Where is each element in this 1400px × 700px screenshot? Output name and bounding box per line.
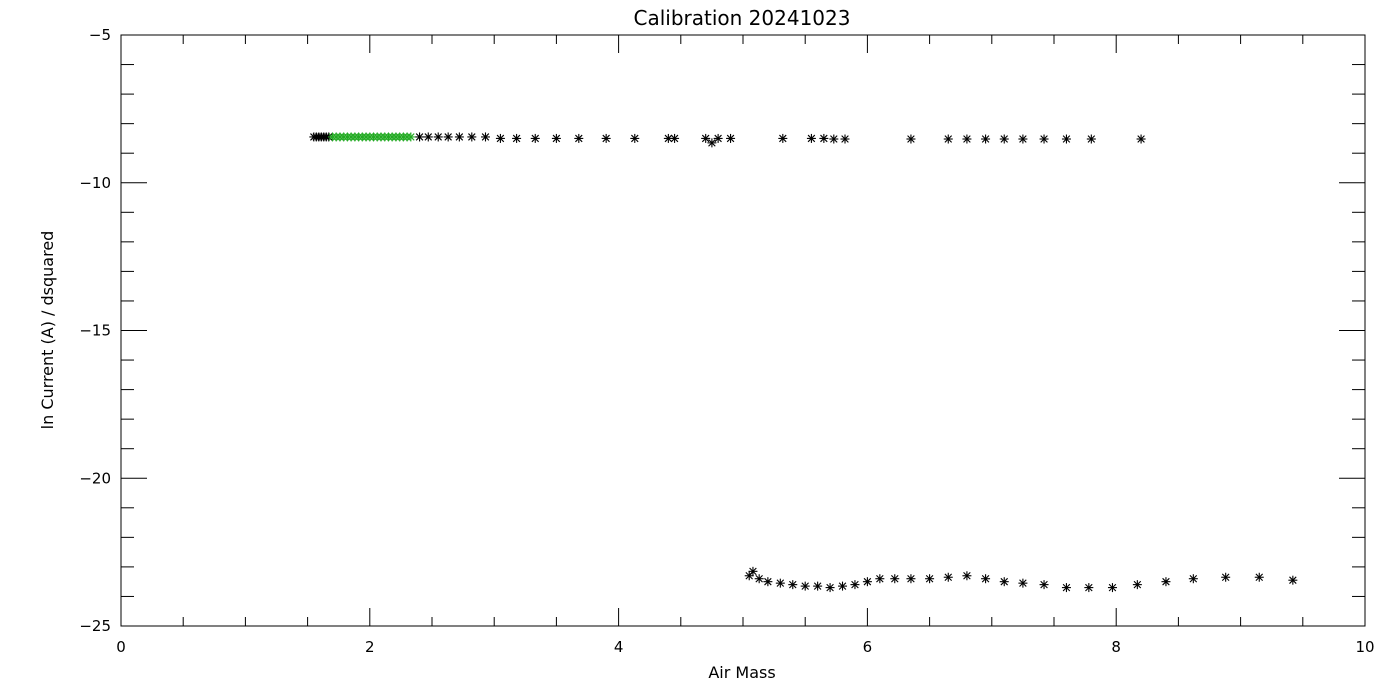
x-tick-label: 8 [1111,638,1121,656]
data-point [1039,580,1049,590]
data-point [775,578,785,588]
data-point [1086,134,1096,144]
plot-frame [120,34,1366,627]
data-point [551,133,561,143]
data-point [1221,572,1231,582]
y-tick-label: −25 [79,617,111,635]
data-point [601,133,611,143]
data-point [423,132,433,142]
data-point [943,134,953,144]
data-point [943,572,953,582]
data-point [1188,574,1198,584]
y-tick-label: −5 [89,26,111,44]
data-point [1254,572,1264,582]
data-point [825,583,835,593]
data-point [819,133,829,143]
data-point [1061,583,1071,593]
x-axis-label: Air Mass [708,663,775,682]
data-point [433,132,443,142]
data-point [962,571,972,581]
data-point [1136,134,1146,144]
data-point [1288,575,1298,585]
data-point [862,577,872,587]
data-point [415,132,425,142]
data-point [701,133,711,143]
data-point [906,134,916,144]
data-point [443,132,453,142]
data-point [1039,134,1049,144]
data-point [850,580,860,590]
data-point [454,132,464,142]
data-point [630,133,640,143]
data-point [906,574,916,584]
data-point [512,133,522,143]
data-point [806,133,816,143]
x-tick-label: 4 [614,638,624,656]
data-point [495,133,505,143]
data-point [788,580,798,590]
data-point [999,577,1009,587]
data-point [670,133,680,143]
data-point [1061,134,1071,144]
data-point [800,581,810,591]
data-point [707,138,717,148]
data-point [574,133,584,143]
data-point [754,574,764,584]
data-point [778,133,788,143]
data-point [890,574,900,584]
axis-ticks [120,34,1366,627]
data-point [1161,577,1171,587]
y-tick-label: −15 [79,322,111,340]
data-point [530,133,540,143]
data-point [840,134,850,144]
data-point [1107,583,1117,593]
data-point [763,577,773,587]
data-point [406,132,416,142]
data-point [813,581,823,591]
y-axis-label: ln Current (A) / dsquared [38,231,57,430]
data-point [748,566,758,576]
chart-title: Calibration 20241023 [634,6,851,30]
data-point [981,134,991,144]
data-point [1018,578,1028,588]
data-point [999,134,1009,144]
data-point [480,132,490,142]
data-point [1132,580,1142,590]
x-tick-label: 6 [863,638,873,656]
data-point [838,581,848,591]
data-point [875,574,885,584]
data-point [981,574,991,584]
data-point [713,133,723,143]
data-point [925,574,935,584]
y-tick-label: −10 [79,174,111,192]
data-point [1018,134,1028,144]
x-tick-label: 2 [365,638,375,656]
data-point [1084,583,1094,593]
data-point [962,134,972,144]
data-point [726,133,736,143]
axis-tick-labels: 0 2 4 6 8 10 −25 −20 −15 −10 −5 [79,26,1374,656]
x-tick-label: 0 [116,638,126,656]
data-points [309,132,1298,593]
y-tick-label: −20 [79,469,111,487]
data-point [829,134,839,144]
x-tick-label: 10 [1355,638,1374,656]
data-point [467,132,477,142]
